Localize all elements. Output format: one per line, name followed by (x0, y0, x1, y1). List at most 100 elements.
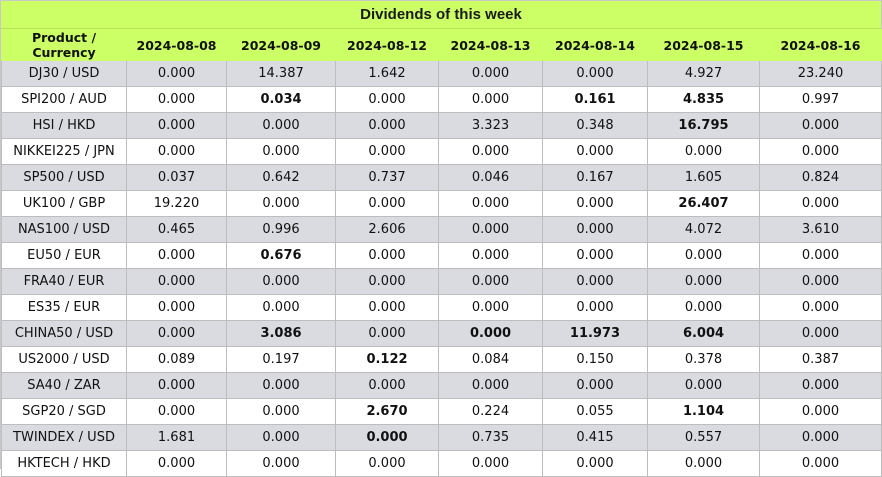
dividend-value-cell: 0.000 (226, 138, 336, 165)
dividend-value-cell: 0.000 (438, 372, 543, 399)
dividend-value-cell: 0.000 (647, 138, 760, 165)
dividend-value-cell: 0.000 (759, 372, 882, 399)
dividend-value-cell: 0.000 (335, 112, 439, 139)
dividend-value-cell: 0.996 (226, 216, 336, 243)
dividend-value-cell: 0.000 (438, 190, 543, 217)
dividend-value-cell: 6.004 (647, 320, 760, 347)
dividend-value-cell: 0.000 (542, 242, 648, 269)
dividend-value-cell: 0.378 (647, 346, 760, 373)
product-cell: FRA40 / EUR (1, 268, 127, 295)
table-row: SGP20 / SGD 0.000 0.000 2.670 0.224 0.055 1.10… (1, 398, 882, 425)
product-cell: SP500 / USD (1, 164, 127, 191)
dividend-value-cell: 0.000 (438, 242, 543, 269)
dividend-value-cell: 0.000 (438, 86, 543, 113)
dividend-value-cell: 0.000 (542, 60, 648, 87)
dividend-value-cell: 0.000 (759, 424, 882, 451)
header-row: Product / Currency 2024-08-08 2024-08-09 2… (1, 29, 882, 61)
column-header-date: 2024-08-12 (335, 29, 439, 61)
dividend-value-cell: 0.997 (759, 86, 882, 113)
dividend-value-cell: 0.000 (759, 450, 882, 477)
dividend-value-cell: 0.000 (542, 450, 648, 477)
dividend-value-cell: 0.000 (759, 242, 882, 269)
dividend-value-cell: 0.000 (226, 112, 336, 139)
dividend-value-cell: 0.000 (126, 138, 227, 165)
dividend-value-cell: 0.000 (759, 268, 882, 295)
dividend-value-cell: 0.000 (126, 450, 227, 477)
dividend-value-cell: 0.161 (542, 86, 648, 113)
dividend-value-cell: 0.676 (226, 242, 336, 269)
table-row: SPI200 / AUD 0.000 0.034 0.000 0.000 0.161 4.8… (1, 86, 882, 113)
dividend-value-cell: 0.000 (542, 372, 648, 399)
dividend-value-cell: 0.037 (126, 164, 227, 191)
dividend-value-cell: 0.000 (438, 450, 543, 477)
table-row: ES35 / EUR 0.000 0.000 0.000 0.000 0.000 0.000… (1, 294, 882, 321)
table-row: DJ30 / USD 0.000 14.387 1.642 0.000 0.000 4.92… (1, 60, 882, 87)
dividend-value-cell: 0.824 (759, 164, 882, 191)
dividend-value-cell: 11.973 (542, 320, 648, 347)
dividend-value-cell: 0.000 (226, 424, 336, 451)
dividend-value-cell: 0.000 (759, 320, 882, 347)
dividend-value-cell: 16.795 (647, 112, 760, 139)
column-header-date: 2024-08-13 (438, 29, 543, 61)
dividend-value-cell: 0.642 (226, 164, 336, 191)
table-row: FRA40 / EUR 0.000 0.000 0.000 0.000 0.000 0.00… (1, 268, 882, 295)
dividend-value-cell: 0.084 (438, 346, 543, 373)
dividend-value-cell: 0.000 (126, 60, 227, 87)
dividend-value-cell: 0.000 (226, 372, 336, 399)
dividend-value-cell: 19.220 (126, 190, 227, 217)
dividend-value-cell: 0.000 (647, 242, 760, 269)
dividend-value-cell: 0.055 (542, 398, 648, 425)
dividend-value-cell: 26.407 (647, 190, 760, 217)
table-row: UK100 / GBP 19.220 0.000 0.000 0.000 0.000 26.… (1, 190, 882, 217)
dividend-value-cell: 0.000 (647, 450, 760, 477)
table-body: DJ30 / USD 0.000 14.387 1.642 0.000 0.000 4.92… (1, 60, 882, 477)
dividend-value-cell: 0.000 (335, 294, 439, 321)
product-cell: NAS100 / USD (1, 216, 127, 243)
product-cell: DJ30 / USD (1, 60, 127, 87)
dividend-value-cell: 0.000 (438, 60, 543, 87)
product-cell: SGP20 / SGD (1, 398, 127, 425)
dividend-value-cell: 0.167 (542, 164, 648, 191)
dividend-value-cell: 4.072 (647, 216, 760, 243)
dividend-value-cell: 0.000 (438, 216, 543, 243)
dividend-value-cell: 0.000 (126, 86, 227, 113)
dividend-value-cell: 0.000 (126, 268, 227, 295)
dividend-value-cell: 0.000 (335, 268, 439, 295)
column-header-product: Product / Currency (1, 29, 127, 61)
dividend-value-cell: 0.000 (759, 398, 882, 425)
column-header-date: 2024-08-16 (759, 29, 882, 61)
dividend-value-cell: 0.150 (542, 346, 648, 373)
dividend-value-cell: 0.000 (335, 320, 439, 347)
dividend-value-cell: 0.122 (335, 346, 439, 373)
dividend-value-cell: 3.086 (226, 320, 336, 347)
column-header-date: 2024-08-15 (647, 29, 760, 61)
column-header-date: 2024-08-09 (226, 29, 336, 61)
dividend-value-cell: 1.642 (335, 60, 439, 87)
dividend-value-cell: 0.224 (438, 398, 543, 425)
dividend-value-cell: 0.000 (759, 294, 882, 321)
dividend-value-cell: 0.737 (335, 164, 439, 191)
dividend-value-cell: 0.000 (126, 112, 227, 139)
dividend-value-cell: 0.557 (647, 424, 760, 451)
dividend-value-cell: 0.000 (126, 372, 227, 399)
dividend-value-cell: 0.034 (226, 86, 336, 113)
dividend-value-cell: 0.046 (438, 164, 543, 191)
dividend-value-cell: 0.000 (126, 320, 227, 347)
dividend-value-cell: 0.000 (438, 320, 543, 347)
dividend-value-cell: 0.000 (759, 138, 882, 165)
product-cell: HSI / HKD (1, 112, 127, 139)
table-row: HSI / HKD 0.000 0.000 0.000 3.323 0.348 16.795… (1, 112, 882, 139)
dividend-value-cell: 4.927 (647, 60, 760, 87)
dividend-value-cell: 0.000 (226, 294, 336, 321)
table-row: NAS100 / USD 0.465 0.996 2.606 0.000 0.000 4.0… (1, 216, 882, 243)
dividend-value-cell: 0.415 (542, 424, 648, 451)
table-row: NIKKEI225 / JPN 0.000 0.000 0.000 0.000 0.000… (1, 138, 882, 165)
dividend-value-cell: 0.000 (335, 242, 439, 269)
dividend-value-cell: 4.835 (647, 86, 760, 113)
dividend-value-cell: 0.000 (542, 138, 648, 165)
dividend-value-cell: 0.000 (438, 268, 543, 295)
dividend-value-cell: 0.000 (335, 190, 439, 217)
dividend-value-cell: 0.000 (226, 190, 336, 217)
product-cell: SA40 / ZAR (1, 372, 127, 399)
